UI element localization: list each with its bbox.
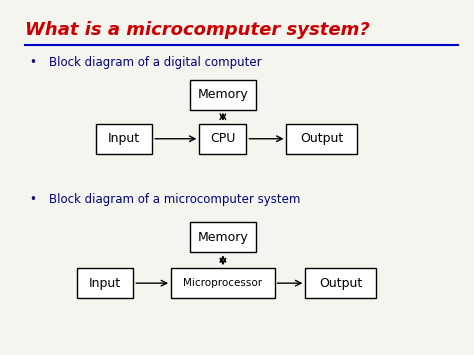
FancyBboxPatch shape bbox=[171, 268, 275, 298]
FancyBboxPatch shape bbox=[199, 124, 246, 154]
Text: Microprocessor: Microprocessor bbox=[183, 278, 263, 288]
FancyBboxPatch shape bbox=[305, 268, 376, 298]
FancyBboxPatch shape bbox=[77, 268, 133, 298]
Text: •: • bbox=[30, 193, 36, 206]
Text: Input: Input bbox=[89, 277, 121, 290]
Text: What is a microcomputer system?: What is a microcomputer system? bbox=[25, 21, 370, 39]
FancyBboxPatch shape bbox=[96, 124, 152, 154]
Text: CPU: CPU bbox=[210, 132, 236, 145]
Text: Output: Output bbox=[300, 132, 344, 145]
Text: Output: Output bbox=[319, 277, 362, 290]
Text: Block diagram of a microcomputer system: Block diagram of a microcomputer system bbox=[48, 193, 300, 206]
Text: Memory: Memory bbox=[198, 88, 248, 101]
Text: Block diagram of a digital computer: Block diagram of a digital computer bbox=[48, 56, 261, 69]
FancyBboxPatch shape bbox=[190, 223, 256, 252]
FancyBboxPatch shape bbox=[190, 80, 256, 110]
Text: •: • bbox=[30, 56, 36, 69]
Text: Memory: Memory bbox=[198, 231, 248, 244]
FancyBboxPatch shape bbox=[286, 124, 357, 154]
Text: Input: Input bbox=[108, 132, 140, 145]
